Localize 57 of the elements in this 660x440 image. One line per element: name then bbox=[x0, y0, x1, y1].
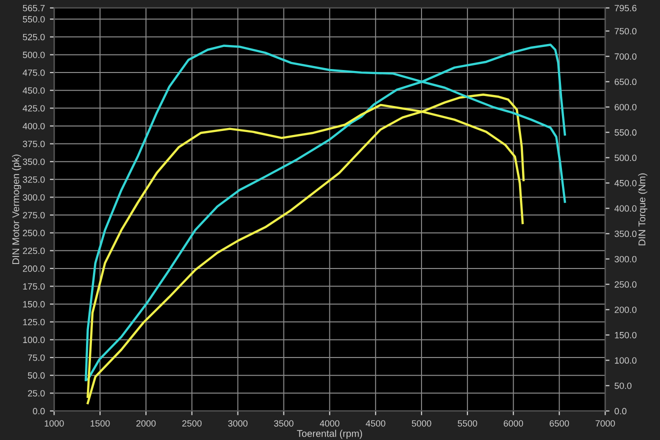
y-tick-label: 25.0 bbox=[28, 390, 45, 397]
y-tick-label: 325.0 bbox=[22, 176, 45, 183]
y-tick-label: 425.0 bbox=[22, 105, 45, 112]
x-tick-label: 2500 bbox=[182, 420, 202, 427]
y2-tick-label: 450.0 bbox=[614, 180, 636, 186]
y-tick-label: 125.0 bbox=[23, 318, 45, 326]
y-tick-label: 75.0 bbox=[28, 354, 45, 361]
y2-tick-label: 650.0 bbox=[614, 78, 636, 86]
y2-tick-label: 700.0 bbox=[614, 53, 636, 60]
y2-tick-label: 550.0 bbox=[614, 129, 636, 136]
y-tick-label: 275.0 bbox=[22, 212, 45, 218]
y-tick-label: 400.0 bbox=[22, 122, 45, 130]
y-tick-label: 50.0 bbox=[28, 372, 45, 379]
x-tick-label: 5500 bbox=[458, 420, 478, 427]
x-tick-label: 4000 bbox=[320, 420, 340, 427]
x-tick-label: 4500 bbox=[366, 420, 386, 427]
x-axis-title: Toerental (rpm) bbox=[296, 430, 362, 439]
y2-tick-label: 50.0 bbox=[614, 382, 632, 389]
x-tick-label: 3500 bbox=[274, 420, 294, 427]
y-tick-label: 565.7 bbox=[22, 4, 45, 12]
x-tick-label: 7000 bbox=[596, 420, 615, 427]
y-tick-label: 175.0 bbox=[23, 283, 45, 290]
x-tick-label: 6000 bbox=[504, 420, 524, 427]
x-tick-label: 3000 bbox=[228, 420, 248, 427]
y2-axis-title: DIN Torque (Nm) bbox=[638, 173, 648, 246]
y2-tick-label: 0.0 bbox=[614, 408, 626, 414]
y-tick-label: 250.0 bbox=[22, 230, 45, 236]
x-tick-label: 5000 bbox=[412, 420, 432, 427]
y2-tick-label: 795.6 bbox=[614, 4, 636, 12]
y-tick-label: 525.0 bbox=[22, 34, 45, 40]
y-tick-label: 300.0 bbox=[22, 194, 45, 201]
y2-tick-label: 500.0 bbox=[614, 154, 636, 162]
y-tick-label: 100.0 bbox=[23, 336, 45, 344]
y-tick-label: 225.0 bbox=[22, 248, 45, 254]
y-tick-label: 375.0 bbox=[22, 140, 45, 148]
y-tick-label: 150.0 bbox=[23, 301, 45, 308]
x-tick-label: 6500 bbox=[550, 420, 569, 427]
y-tick-label: 550.0 bbox=[22, 16, 45, 22]
y2-tick-label: 100.0 bbox=[614, 357, 636, 364]
y2-tick-label: 600.0 bbox=[614, 104, 636, 110]
y-axis-title: DIN Motor Vermogen (pk) bbox=[12, 154, 22, 264]
y-tick-label: 200.0 bbox=[22, 265, 45, 272]
y2-tick-label: 300.0 bbox=[614, 256, 636, 262]
y-tick-label: 0.0 bbox=[32, 408, 45, 414]
x-tick-label: 2000 bbox=[136, 420, 156, 427]
y2-tick-label: 250.0 bbox=[614, 281, 636, 288]
y-tick-label: 475.0 bbox=[22, 70, 45, 76]
y2-tick-label: 750.0 bbox=[614, 28, 636, 34]
y2-tick-label: 200.0 bbox=[614, 306, 636, 314]
y2-tick-label: 350.0 bbox=[614, 230, 636, 238]
y-tick-label: 450.0 bbox=[22, 87, 45, 94]
x-tick-label: 1500 bbox=[90, 420, 110, 427]
x-tick-label: 1000 bbox=[44, 420, 64, 427]
y-tick-label: 350.0 bbox=[22, 158, 45, 165]
y-tick-label: 500.0 bbox=[22, 52, 45, 58]
y2-tick-label: 400.0 bbox=[614, 205, 636, 212]
y2-tick-label: 150.0 bbox=[614, 332, 636, 338]
